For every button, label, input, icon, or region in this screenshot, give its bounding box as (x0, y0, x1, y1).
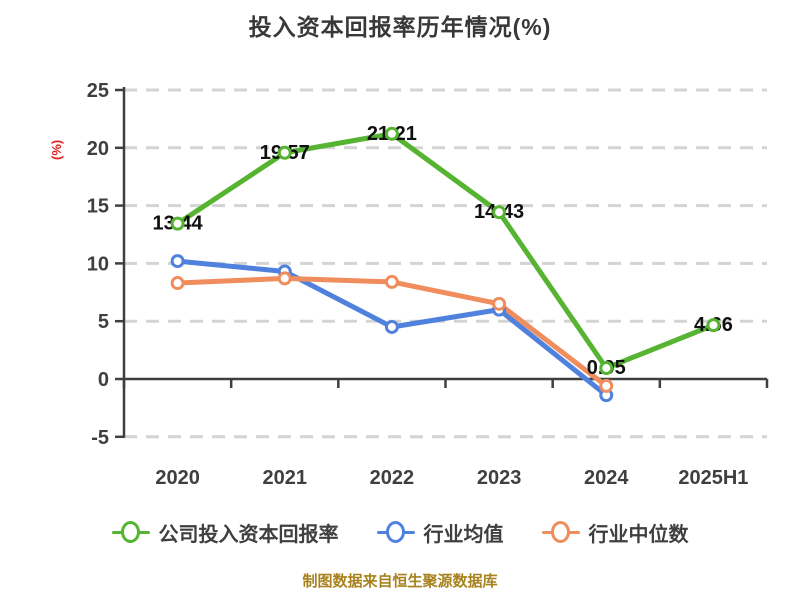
data-labels-group: 13.4419.5721.2114.430.954.66 (153, 123, 733, 379)
legend-marker-company-roic-icon (111, 521, 150, 544)
gridlines-group (124, 88, 767, 439)
footer-note: 制图数据来自恒生聚源数据库 (302, 573, 498, 590)
y-axis-title: (%) (49, 140, 64, 160)
x-tick-label: 2023 (477, 467, 522, 489)
series-line-0 (175, 131, 716, 371)
legend-label-industry-median: 行业中位数 (588, 524, 689, 546)
legend-dot (120, 521, 140, 543)
legend-item-industry-median: 行业中位数 (541, 518, 689, 547)
x-tick-label: 2024 (584, 467, 629, 489)
legend-dot (385, 521, 405, 543)
legend-item-industry-mean: 行业均值 (376, 518, 504, 547)
x-tick-label: 2022 (370, 467, 415, 489)
chart-title: 投入资本回报率历年情况(%) (248, 14, 552, 40)
legend-marker-industry-mean-icon (376, 521, 415, 544)
data-point (599, 361, 614, 376)
data-point (384, 126, 399, 141)
legend: 公司投入资本回报率 行业均值 行业中位数 (0, 518, 800, 547)
y-tick-label: 20 (87, 138, 109, 160)
data-point (384, 319, 399, 334)
data-point (599, 378, 614, 393)
y-tick-labels-group: 25 20 15 10 5 0 -5 (87, 80, 109, 449)
y-tick-label: 10 (87, 253, 109, 275)
x-tick-label: 2021 (263, 467, 308, 489)
legend-item-company-roic: 公司投入资本回报率 (111, 518, 339, 547)
data-point (170, 254, 185, 269)
data-point (384, 274, 399, 289)
axes-group (115, 87, 769, 439)
data-point (170, 216, 185, 231)
y-tick-label: 0 (98, 369, 109, 391)
x-tick-label: 2020 (155, 467, 200, 489)
legend-marker-industry-median-icon (541, 521, 580, 544)
data-point (277, 271, 292, 286)
data-point (170, 276, 185, 291)
x-tick-labels-group: 2020 2021 2022 2023 2024 2025H1 (155, 467, 748, 489)
legend-label-industry-mean: 行业均值 (423, 524, 504, 546)
data-point (492, 296, 507, 311)
legend-dot (550, 521, 570, 543)
y-tick-label: -5 (91, 427, 109, 449)
data-points-group (170, 126, 721, 403)
data-point (706, 318, 721, 333)
y-tick-label: 5 (98, 311, 109, 333)
legend-label-company-roic: 公司投入资本回报率 (158, 524, 339, 546)
data-point (277, 145, 292, 160)
x-tick-label: 2025H1 (678, 467, 748, 489)
y-tick-label: 15 (87, 196, 109, 218)
y-tick-label: 25 (87, 80, 109, 102)
data-point (492, 205, 507, 220)
